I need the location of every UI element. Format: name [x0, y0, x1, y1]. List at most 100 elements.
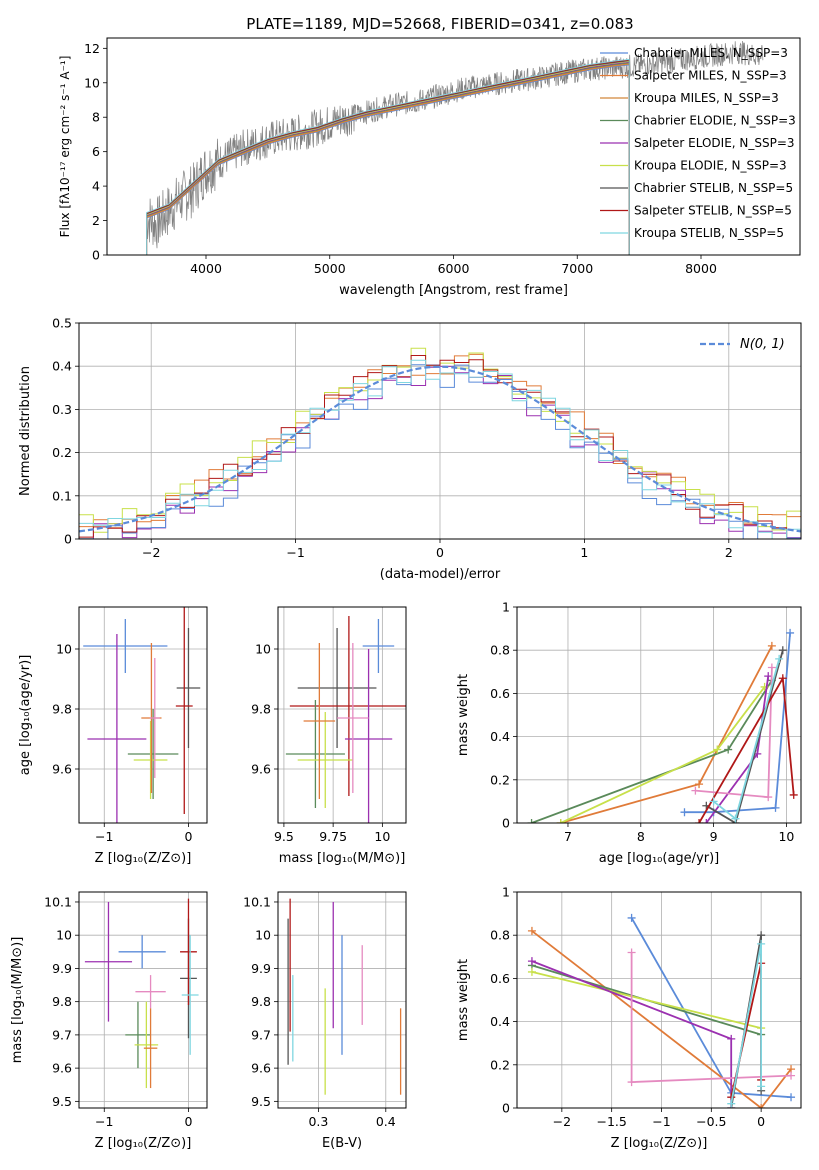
y-tick-label: 0.8	[490, 928, 510, 943]
weight-point-marker	[695, 780, 704, 789]
age-vs-mass-grid	[278, 607, 406, 823]
x-tick-label: −1	[652, 1114, 670, 1129]
spectrum-panel: 4000 5000 6000 7000 8000 0 2 4 6 8 10 12 wavelength…	[58, 37, 801, 298]
y-tick-label: 0.6	[490, 686, 510, 701]
y-tick-label: 9.5	[52, 1094, 72, 1109]
weight-vs-z-xlabel: Z [log₁₀(Z/Z⊙)]	[611, 1136, 708, 1151]
normal-curve	[79, 365, 801, 533]
x-tick-label: 9	[710, 829, 718, 844]
x-tick-label: −2	[553, 1114, 571, 1129]
weight-point-marker	[695, 819, 704, 823]
age-vs-z-panel: −1 0 9.6 9.8 10 Z [log₁₀(Z/Z⊙)] age [log₁₀(a…	[18, 606, 208, 866]
model-fit-line	[146, 59, 630, 255]
residual-grid	[79, 322, 801, 540]
weight-point-marker	[727, 1099, 736, 1108]
legend-label: Kroupa STELIB, N_SSP=5	[634, 226, 784, 240]
y-tick-label: 9.6	[52, 1061, 72, 1076]
model-fit-line	[146, 63, 630, 255]
weight-vs-z-marks	[527, 913, 796, 1108]
spectrum-legend: Chabrier MILES, N_SSP=3 Salpeter MILES, N…	[600, 46, 796, 240]
y-tick-label: 10	[56, 642, 72, 657]
weight-point-marker	[691, 786, 700, 795]
weight-point-marker	[680, 808, 689, 817]
y-tick-label: 9.7	[251, 1027, 271, 1042]
y-tick-label: 0.4	[490, 1014, 510, 1029]
y-tick-label: 0.2	[490, 772, 510, 787]
x-tick-label: 4000	[190, 261, 222, 276]
weight-point-marker	[764, 793, 773, 802]
weight-series-line	[531, 971, 762, 1029]
mass-vs-z-grid	[79, 892, 207, 1108]
age-vs-z-xlabel: Z [log₁₀(Z/Z⊙)]	[95, 851, 192, 866]
weight-point-marker	[527, 819, 536, 823]
y-tick-label: 0	[502, 816, 510, 831]
weight-point-marker	[778, 646, 787, 655]
x-tick-label: 1	[580, 545, 588, 560]
age-vs-z-ticks: −1 0 9.6 9.8 10	[52, 642, 192, 845]
x-tick-label: 0	[184, 829, 192, 844]
age-vs-z-frame	[78, 606, 208, 824]
mass-vs-z-panel: −1 0 9.5 9.6 9.7 9.8 9.9 10 10.1 Z [log₁₀(Z/Z⊙)]…	[10, 891, 208, 1151]
weight-point-marker	[778, 674, 787, 683]
y-tick-label: 9.9	[52, 961, 72, 976]
spectrum-ticks: 4000 5000 6000 7000 8000 0 2 4 6 8 10 12	[84, 41, 717, 276]
y-tick-label: 9.8	[251, 702, 271, 717]
age-vs-z-marks	[83, 607, 201, 823]
spectrum-marks	[146, 40, 764, 255]
observed-spectrum-line	[146, 40, 764, 249]
weight-point-marker	[771, 803, 780, 812]
weight-point-marker	[767, 663, 776, 672]
model-fit-line	[146, 58, 630, 255]
y-tick-label: 0	[502, 1101, 510, 1116]
y-tick-label: 1	[502, 600, 510, 615]
weight-point-marker	[757, 939, 766, 948]
weight-vs-z-ticks: −2 −1.5 −1 −0.5 0 0 0.2 0.4 0.6 0.8 1	[490, 885, 765, 1130]
y-tick-label: 9.9	[251, 961, 271, 976]
x-tick-label: 0	[757, 1114, 765, 1129]
legend-label: Chabrier STELIB, N_SSP=5	[634, 181, 793, 195]
x-tick-label: 0	[184, 1114, 192, 1129]
figure-title: PLATE=1189, MJD=52668, FIBERID=0341, z=0…	[246, 15, 633, 33]
y-tick-label: 0	[92, 248, 100, 263]
spectrum-xlabel: wavelength [Angstrom, rest frame]	[339, 283, 568, 298]
legend-label: Kroupa ELODIE, N_SSP=3	[634, 159, 787, 173]
x-tick-label: −1	[95, 1114, 113, 1129]
x-tick-label: −1	[286, 545, 304, 560]
legend-label: Salpeter MILES, N_SSP=3	[634, 69, 787, 83]
x-tick-label: 7	[564, 829, 572, 844]
y-tick-label: 0.6	[490, 971, 510, 986]
x-tick-label: −0.5	[696, 1114, 726, 1129]
mass-vs-z-xlabel: Z [log₁₀(Z/Z⊙)]	[95, 1136, 192, 1151]
legend-label: Chabrier ELODIE, N_SSP=3	[634, 114, 796, 128]
x-tick-label: 0.4	[376, 1114, 396, 1129]
residual-ticks: −2 −1 0 1 2 0 0.1 0.2 0.3 0.4 0.5	[52, 316, 733, 561]
weight-point-marker	[787, 1071, 796, 1080]
x-tick-label: 6000	[438, 261, 470, 276]
y-tick-label: 9.7	[52, 1027, 72, 1042]
age-vs-mass-panel: 9.5 9.75 10 9.6 9.8 10 mass [log₁₀(M/M⊙)]	[251, 606, 407, 866]
x-tick-label: 0	[436, 545, 444, 560]
y-tick-label: 6	[92, 144, 100, 159]
x-tick-label: 7000	[561, 261, 593, 276]
weight-point-marker	[727, 1034, 736, 1043]
weight-point-marker	[724, 745, 733, 754]
weight-vs-z-grid	[517, 891, 801, 1109]
y-tick-label: 9.5	[251, 1094, 271, 1109]
x-tick-label: 9.5	[274, 829, 294, 844]
mass-vs-z-ticks: −1 0 9.5 9.6 9.7 9.8 9.9 10 10.1	[44, 894, 192, 1129]
weight-vs-age-ylabel: mass weight	[456, 674, 471, 756]
x-tick-label: 8000	[685, 261, 717, 276]
spectrum-ylabel: Flux [fλ10⁻¹⁷ erg cm⁻² s⁻¹ A⁻¹]	[58, 56, 72, 238]
y-tick-label: 9.8	[251, 994, 271, 1009]
y-tick-label: 0.2	[52, 445, 72, 460]
normal-curve-legend-label: N(0, 1)	[740, 337, 785, 352]
y-tick-label: 12	[84, 41, 100, 56]
y-tick-label: 0.1	[52, 488, 72, 503]
weight-point-marker	[702, 819, 711, 823]
x-tick-label: −1	[95, 829, 113, 844]
residual-xlabel: (data-model)/error	[380, 567, 501, 582]
legend-label: Salpeter ELODIE, N_SSP=3	[634, 136, 795, 150]
histogram-step	[79, 359, 801, 539]
residual-panel: −2 −1 0 1 2 0 0.1 0.2 0.3 0.4 0.5 (data-model)/err…	[18, 316, 802, 582]
